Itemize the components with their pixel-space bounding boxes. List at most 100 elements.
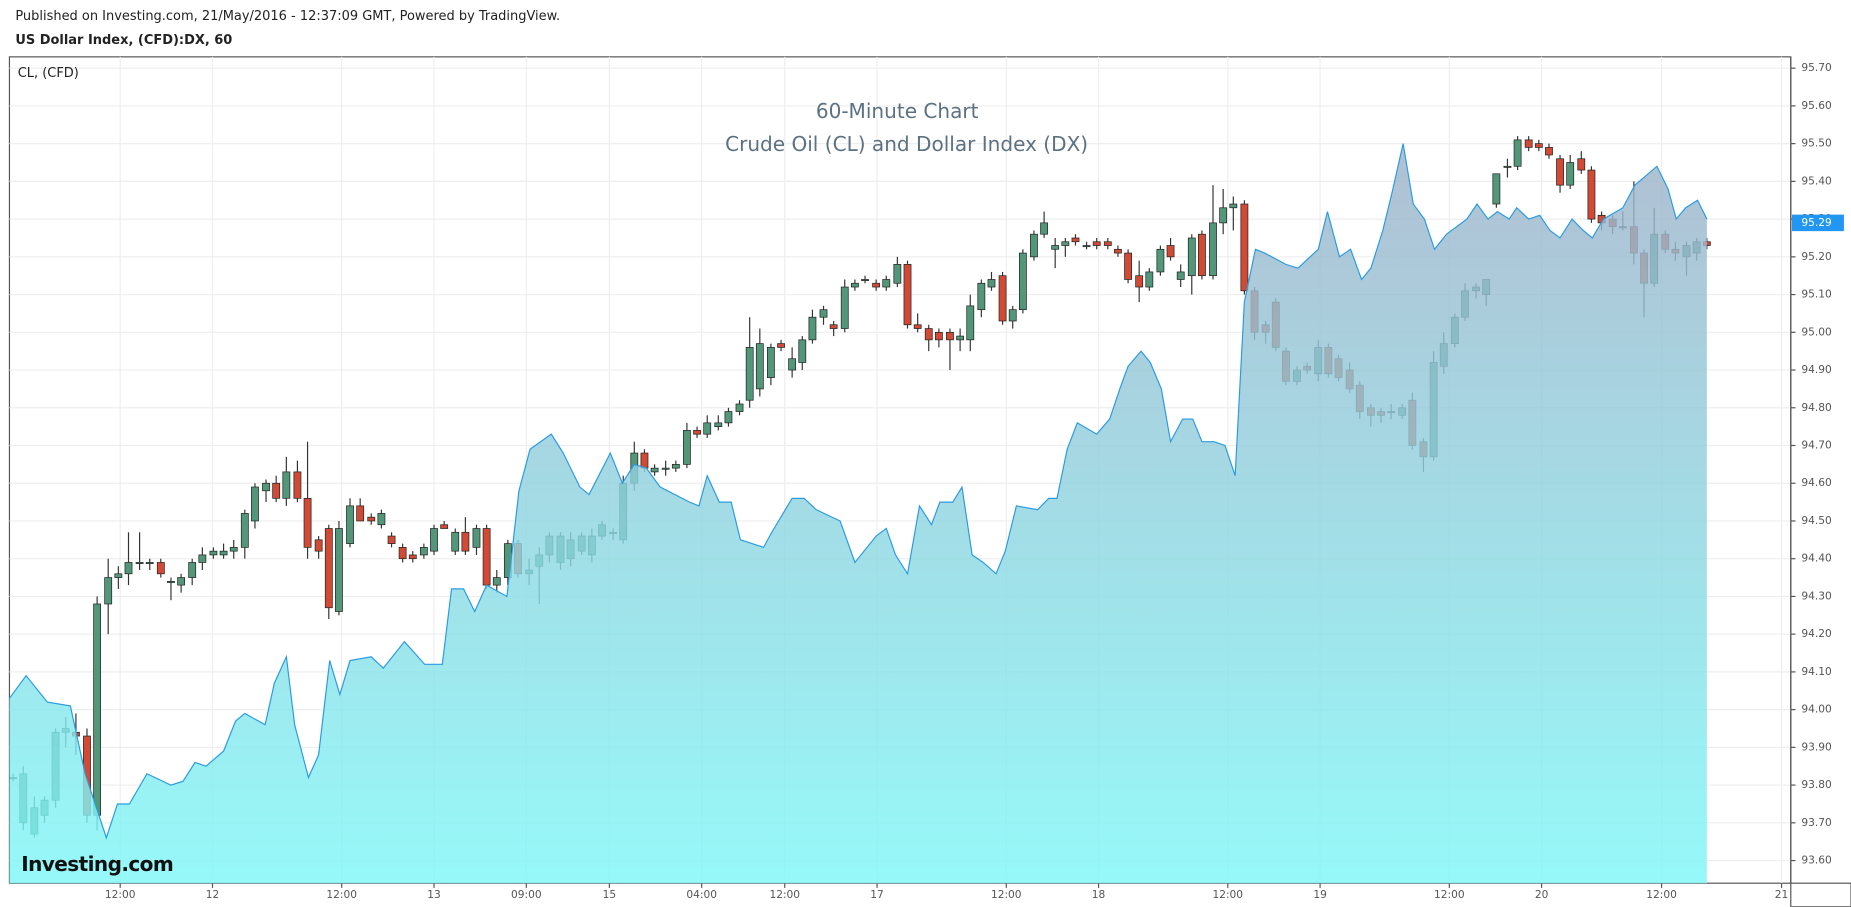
candle-body bbox=[777, 343, 785, 348]
candle-body bbox=[114, 573, 123, 578]
candle-body bbox=[272, 482, 281, 499]
candle-body bbox=[987, 279, 996, 288]
candle-body bbox=[1008, 309, 1017, 322]
area-line bbox=[8, 143, 1708, 840]
x-tick-label: 12:00 bbox=[326, 888, 357, 901]
candle-body bbox=[367, 516, 376, 522]
candle-body bbox=[293, 471, 302, 499]
candle-body bbox=[167, 580, 175, 583]
candle-body bbox=[893, 264, 902, 284]
candle-body bbox=[1166, 245, 1175, 258]
candle-body bbox=[735, 403, 744, 412]
candle-body bbox=[387, 535, 396, 544]
x-tick-label: 13 bbox=[427, 888, 441, 901]
candle-body bbox=[251, 486, 259, 522]
candle-body bbox=[209, 550, 218, 556]
y-tick-label: 94.80 bbox=[1801, 401, 1832, 414]
candle-body bbox=[671, 464, 680, 469]
x-tick-label: 12:00 bbox=[1646, 888, 1677, 901]
candle-body bbox=[998, 275, 1007, 322]
last-price-box bbox=[1791, 214, 1844, 232]
x-tick-label: 12:00 bbox=[991, 888, 1022, 901]
candle-body bbox=[798, 339, 807, 363]
candle-body bbox=[472, 528, 481, 548]
candle-body bbox=[492, 577, 501, 586]
candle-body bbox=[934, 331, 943, 341]
candle-body bbox=[1018, 252, 1027, 311]
candle-body bbox=[1187, 237, 1196, 277]
candle-body bbox=[461, 531, 470, 552]
y-tick-label: 93.80 bbox=[1801, 778, 1832, 791]
candle-body bbox=[430, 528, 438, 552]
x-tick-label: 20 bbox=[1535, 888, 1549, 901]
candle-body bbox=[303, 497, 312, 548]
y-tick-label: 94.60 bbox=[1801, 476, 1832, 489]
candle-body bbox=[829, 324, 838, 329]
candle-body bbox=[335, 528, 343, 612]
candle-body bbox=[1030, 233, 1038, 258]
x-tick-label: 12:00 bbox=[1434, 888, 1465, 901]
candle-body bbox=[661, 467, 670, 470]
y-tick-label: 93.90 bbox=[1801, 740, 1832, 753]
candle-body bbox=[703, 422, 712, 435]
x-tick-label: 12:00 bbox=[105, 888, 136, 901]
candle-body bbox=[377, 513, 386, 526]
candle-body bbox=[282, 471, 291, 499]
candle-body bbox=[482, 528, 491, 586]
x-tick-label: 12:00 bbox=[1212, 888, 1243, 901]
y-tick-label: 94.30 bbox=[1801, 589, 1832, 602]
published-note: Published on Investing.com, 21/May/2016 … bbox=[15, 9, 560, 24]
x-tick-label: 12:00 bbox=[769, 888, 800, 901]
candle-body bbox=[882, 279, 891, 288]
candle-body bbox=[1209, 222, 1217, 277]
candle-body bbox=[861, 279, 869, 282]
candle-body bbox=[745, 347, 754, 401]
y-tick-label: 95.50 bbox=[1801, 137, 1832, 150]
candle-body bbox=[314, 539, 323, 552]
candle-body bbox=[1103, 241, 1112, 246]
candle-body bbox=[1240, 203, 1249, 292]
candle-body bbox=[1219, 207, 1228, 224]
candle-body bbox=[145, 562, 154, 565]
candle-body bbox=[408, 554, 417, 560]
candle-body bbox=[1524, 139, 1533, 148]
x-tick-label: 18 bbox=[1092, 888, 1106, 901]
x-tick-label: 17 bbox=[870, 888, 884, 901]
chart-title: 60-Minute Chart bbox=[816, 99, 979, 123]
candle-body bbox=[1566, 162, 1575, 186]
candle-body bbox=[1145, 271, 1154, 288]
candle-body bbox=[640, 452, 649, 469]
y-tick-label: 95.20 bbox=[1801, 250, 1832, 263]
candle-body bbox=[1176, 271, 1185, 280]
candle-body bbox=[924, 328, 933, 341]
y-tick-label: 95.70 bbox=[1801, 61, 1832, 74]
candle-body bbox=[1587, 169, 1596, 220]
candle-body bbox=[93, 603, 102, 816]
candle-body bbox=[1135, 275, 1144, 288]
candle-body bbox=[767, 347, 775, 378]
candle-body bbox=[198, 554, 207, 563]
candle-body bbox=[356, 505, 365, 522]
candle-body bbox=[808, 316, 817, 341]
candle-body bbox=[1229, 203, 1238, 209]
candle-body bbox=[1545, 147, 1553, 156]
candle-body bbox=[755, 343, 764, 390]
candle-body bbox=[946, 331, 954, 341]
candle-body bbox=[188, 562, 197, 578]
y-tick-label: 94.00 bbox=[1801, 703, 1832, 716]
candle-body bbox=[1092, 241, 1101, 246]
candle-body bbox=[872, 282, 881, 288]
x-tick-label: 04:00 bbox=[686, 888, 717, 901]
candle-body bbox=[650, 467, 659, 473]
y-tick-label: 94.20 bbox=[1801, 627, 1832, 640]
y-tick-label: 95.40 bbox=[1801, 174, 1832, 187]
candle-body bbox=[124, 562, 133, 575]
candle-body bbox=[324, 528, 333, 609]
candle-body bbox=[398, 547, 407, 560]
chart-subtitle: Crude Oil (CL) and Dollar Index (DX) bbox=[725, 132, 1088, 156]
watermark: Investing.com bbox=[21, 852, 173, 876]
symbol-title: US Dollar Index, (CFD):DX, 60 bbox=[15, 33, 232, 48]
candle-body bbox=[956, 335, 965, 341]
y-tick-label: 94.90 bbox=[1801, 363, 1832, 376]
